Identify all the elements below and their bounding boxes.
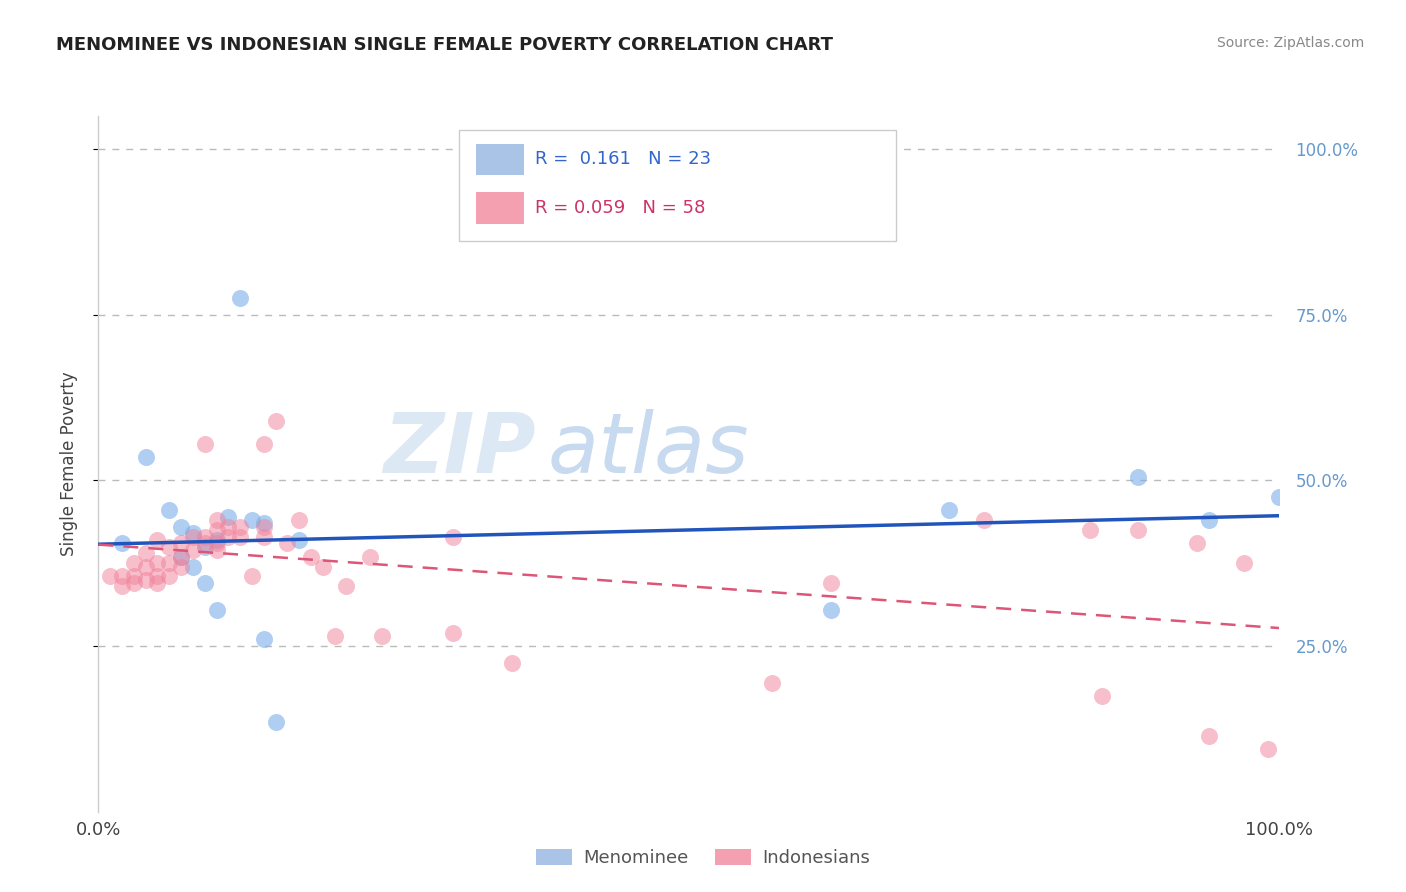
Text: MENOMINEE VS INDONESIAN SINGLE FEMALE POVERTY CORRELATION CHART: MENOMINEE VS INDONESIAN SINGLE FEMALE PO… bbox=[56, 36, 834, 54]
Point bbox=[253, 516, 276, 531]
FancyBboxPatch shape bbox=[477, 144, 523, 175]
Point bbox=[122, 556, 145, 570]
Point bbox=[441, 530, 464, 544]
Point bbox=[205, 513, 228, 527]
Point bbox=[111, 569, 134, 583]
Point bbox=[181, 526, 204, 541]
Point bbox=[181, 530, 204, 544]
Point bbox=[1268, 490, 1291, 504]
Point bbox=[170, 536, 193, 550]
Point bbox=[194, 437, 217, 451]
Text: ZIP: ZIP bbox=[382, 409, 536, 491]
Point bbox=[1233, 556, 1256, 570]
Point bbox=[938, 503, 960, 517]
Point bbox=[761, 675, 783, 690]
Point bbox=[217, 530, 239, 544]
Point bbox=[205, 602, 228, 616]
Point bbox=[288, 533, 311, 547]
Point bbox=[135, 573, 157, 587]
Point bbox=[371, 629, 394, 643]
Text: atlas: atlas bbox=[547, 409, 749, 491]
Point bbox=[264, 414, 287, 428]
Point bbox=[253, 437, 276, 451]
FancyBboxPatch shape bbox=[477, 193, 523, 224]
Text: R =  0.161   N = 23: R = 0.161 N = 23 bbox=[536, 150, 711, 168]
Point bbox=[194, 576, 217, 591]
Point bbox=[146, 533, 169, 547]
Point bbox=[170, 549, 193, 564]
Point bbox=[312, 559, 335, 574]
Point bbox=[205, 543, 228, 558]
Point bbox=[146, 576, 169, 591]
Point bbox=[217, 509, 239, 524]
Point bbox=[205, 523, 228, 537]
Point bbox=[111, 536, 134, 550]
Point bbox=[973, 513, 995, 527]
Point bbox=[135, 450, 157, 465]
Point bbox=[359, 549, 381, 564]
Point bbox=[1126, 523, 1149, 537]
Point bbox=[820, 602, 842, 616]
Point bbox=[98, 569, 121, 583]
Point bbox=[146, 556, 169, 570]
Text: R = 0.059   N = 58: R = 0.059 N = 58 bbox=[536, 199, 706, 217]
Point bbox=[229, 291, 252, 305]
Point bbox=[253, 632, 276, 647]
Point bbox=[229, 530, 252, 544]
Point bbox=[240, 569, 263, 583]
Text: Source: ZipAtlas.com: Source: ZipAtlas.com bbox=[1216, 36, 1364, 50]
Point bbox=[1198, 513, 1220, 527]
Point bbox=[194, 536, 217, 550]
Point bbox=[441, 625, 464, 640]
Point bbox=[194, 530, 217, 544]
Point bbox=[501, 656, 523, 670]
Point bbox=[146, 569, 169, 583]
Point bbox=[122, 576, 145, 591]
Point bbox=[288, 513, 311, 527]
Point bbox=[181, 543, 204, 558]
Point bbox=[157, 540, 180, 554]
Point bbox=[170, 520, 193, 534]
Point bbox=[276, 536, 298, 550]
Point bbox=[820, 576, 842, 591]
FancyBboxPatch shape bbox=[458, 130, 896, 241]
Point bbox=[323, 629, 346, 643]
Point bbox=[240, 513, 263, 527]
Point bbox=[1091, 689, 1114, 703]
Point bbox=[299, 549, 322, 564]
Point bbox=[135, 546, 157, 560]
Point bbox=[157, 569, 180, 583]
Point bbox=[253, 520, 276, 534]
Point bbox=[253, 530, 276, 544]
Point bbox=[157, 556, 180, 570]
Point bbox=[1080, 523, 1102, 537]
Point bbox=[264, 715, 287, 730]
Point bbox=[170, 559, 193, 574]
Point bbox=[217, 520, 239, 534]
Point bbox=[1257, 741, 1279, 756]
Point bbox=[205, 536, 228, 550]
Point bbox=[181, 559, 204, 574]
Point bbox=[111, 579, 134, 593]
Point bbox=[135, 559, 157, 574]
Point bbox=[229, 520, 252, 534]
Legend: Menominee, Indonesians: Menominee, Indonesians bbox=[529, 841, 877, 874]
Point bbox=[1185, 536, 1208, 550]
Point bbox=[335, 579, 357, 593]
Point bbox=[170, 549, 193, 564]
Point bbox=[1126, 470, 1149, 484]
Point bbox=[1198, 729, 1220, 743]
Point bbox=[205, 533, 228, 547]
Point bbox=[122, 569, 145, 583]
Point bbox=[194, 540, 217, 554]
Y-axis label: Single Female Poverty: Single Female Poverty bbox=[59, 372, 77, 556]
Point bbox=[157, 503, 180, 517]
